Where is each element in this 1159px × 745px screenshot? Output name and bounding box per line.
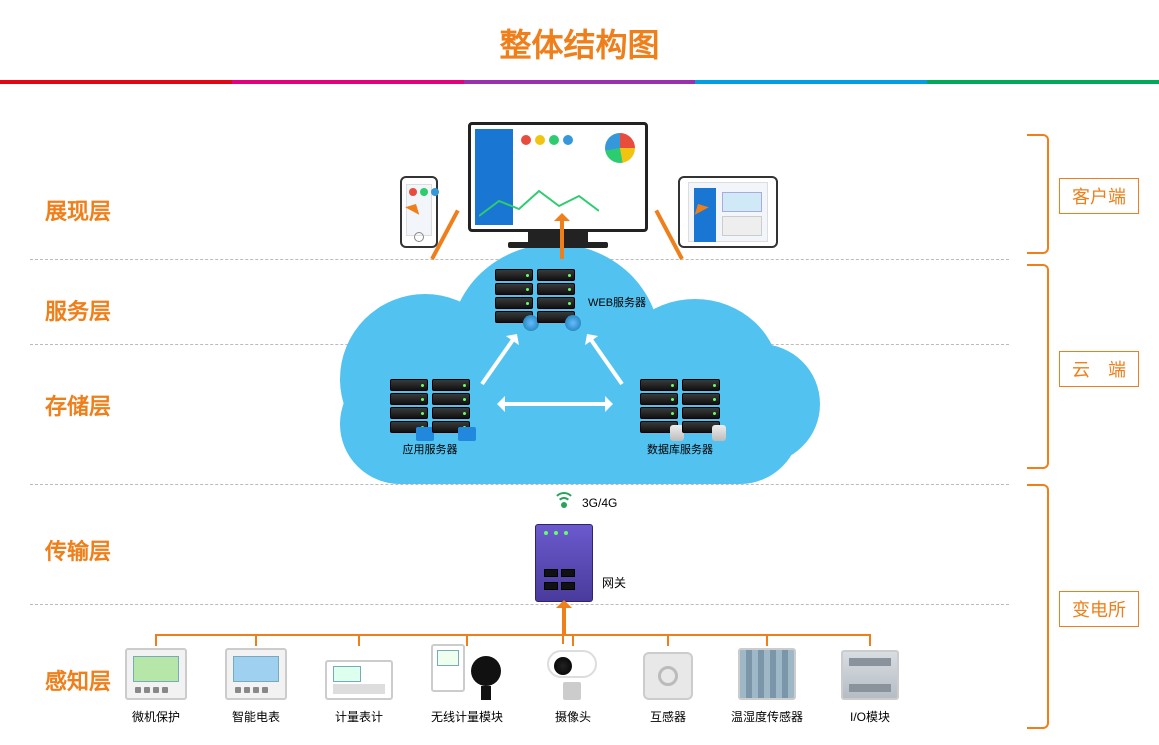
arrow-to-desktop — [554, 219, 570, 259]
bracket-client — [1027, 134, 1049, 254]
divider — [30, 484, 1009, 485]
bus-drop — [766, 634, 768, 646]
db-server-group: 数据库服务器 — [640, 379, 720, 457]
sensor-camera: 摄像头 — [541, 644, 605, 725]
bus-drop — [155, 634, 157, 646]
layer-label-service: 服务层 — [45, 294, 111, 326]
wifi-icon — [552, 492, 576, 516]
sensor-relay-protection: 微机保护 — [125, 648, 187, 725]
web-server-label: WEB服务器 — [588, 294, 646, 310]
tag-cloud: 云 端 — [1059, 351, 1139, 387]
diagram-title: 整体结构图 — [0, 0, 1159, 80]
bus-drop — [667, 634, 669, 646]
server-icon — [432, 379, 470, 435]
layer-label-display: 展现层 — [45, 194, 111, 226]
tag-substation: 变电所 — [1059, 591, 1139, 627]
line-chart-icon — [479, 181, 599, 221]
server-icon — [390, 379, 428, 435]
server-icon — [682, 379, 720, 435]
double-arrow-app-db — [495, 394, 615, 414]
bracket-substation — [1027, 484, 1049, 729]
layer-label-storage: 存储层 — [45, 389, 111, 421]
sensor-wireless-meter: 无线计量模块 — [431, 644, 503, 725]
sensor-bus-line — [156, 634, 870, 636]
sensor-io-module: I/O模块 — [841, 650, 899, 725]
bracket-cloud — [1027, 264, 1049, 469]
server-icon — [537, 269, 575, 325]
arrow-bus-to-gateway — [556, 606, 572, 634]
bus-drop — [562, 634, 564, 644]
web-server-group — [495, 269, 575, 325]
app-server-group: 应用服务器 — [390, 379, 470, 457]
tag-client: 客户端 — [1059, 178, 1139, 214]
client-devices — [400, 122, 778, 248]
bus-drop — [255, 634, 257, 646]
layer-label-transport: 传输层 — [45, 534, 111, 566]
divider — [30, 604, 1009, 605]
db-server-label: 数据库服务器 — [647, 441, 713, 457]
server-icon — [640, 379, 678, 435]
bus-drop — [466, 634, 468, 646]
sensor-transformer: 互感器 — [643, 652, 693, 725]
server-icon — [495, 269, 533, 325]
sensor-temp-humidity: 温湿度传感器 — [731, 648, 803, 725]
bus-drop — [869, 634, 871, 646]
gateway-device — [535, 524, 593, 602]
bus-drop — [572, 634, 574, 646]
architecture-diagram: 展现层 服务层 存储层 传输层 感知层 客户端 云 端 变电所 WEB服 — [0, 84, 1159, 744]
database-icon — [712, 425, 726, 441]
gateway-label: 网关 — [602, 574, 626, 591]
signal-label: 3G/4G — [582, 496, 617, 510]
bus-drop — [358, 634, 360, 646]
monitor-icon — [458, 427, 476, 441]
sensor-energy-meter: 计量表计 — [325, 660, 393, 725]
sensor-row: 微机保护 智能电表 计量表计 无线计量模块 — [125, 644, 899, 725]
app-server-label: 应用服务器 — [403, 441, 458, 457]
sensor-smart-meter: 智能电表 — [225, 648, 287, 725]
layer-label-perception: 感知层 — [45, 664, 111, 696]
